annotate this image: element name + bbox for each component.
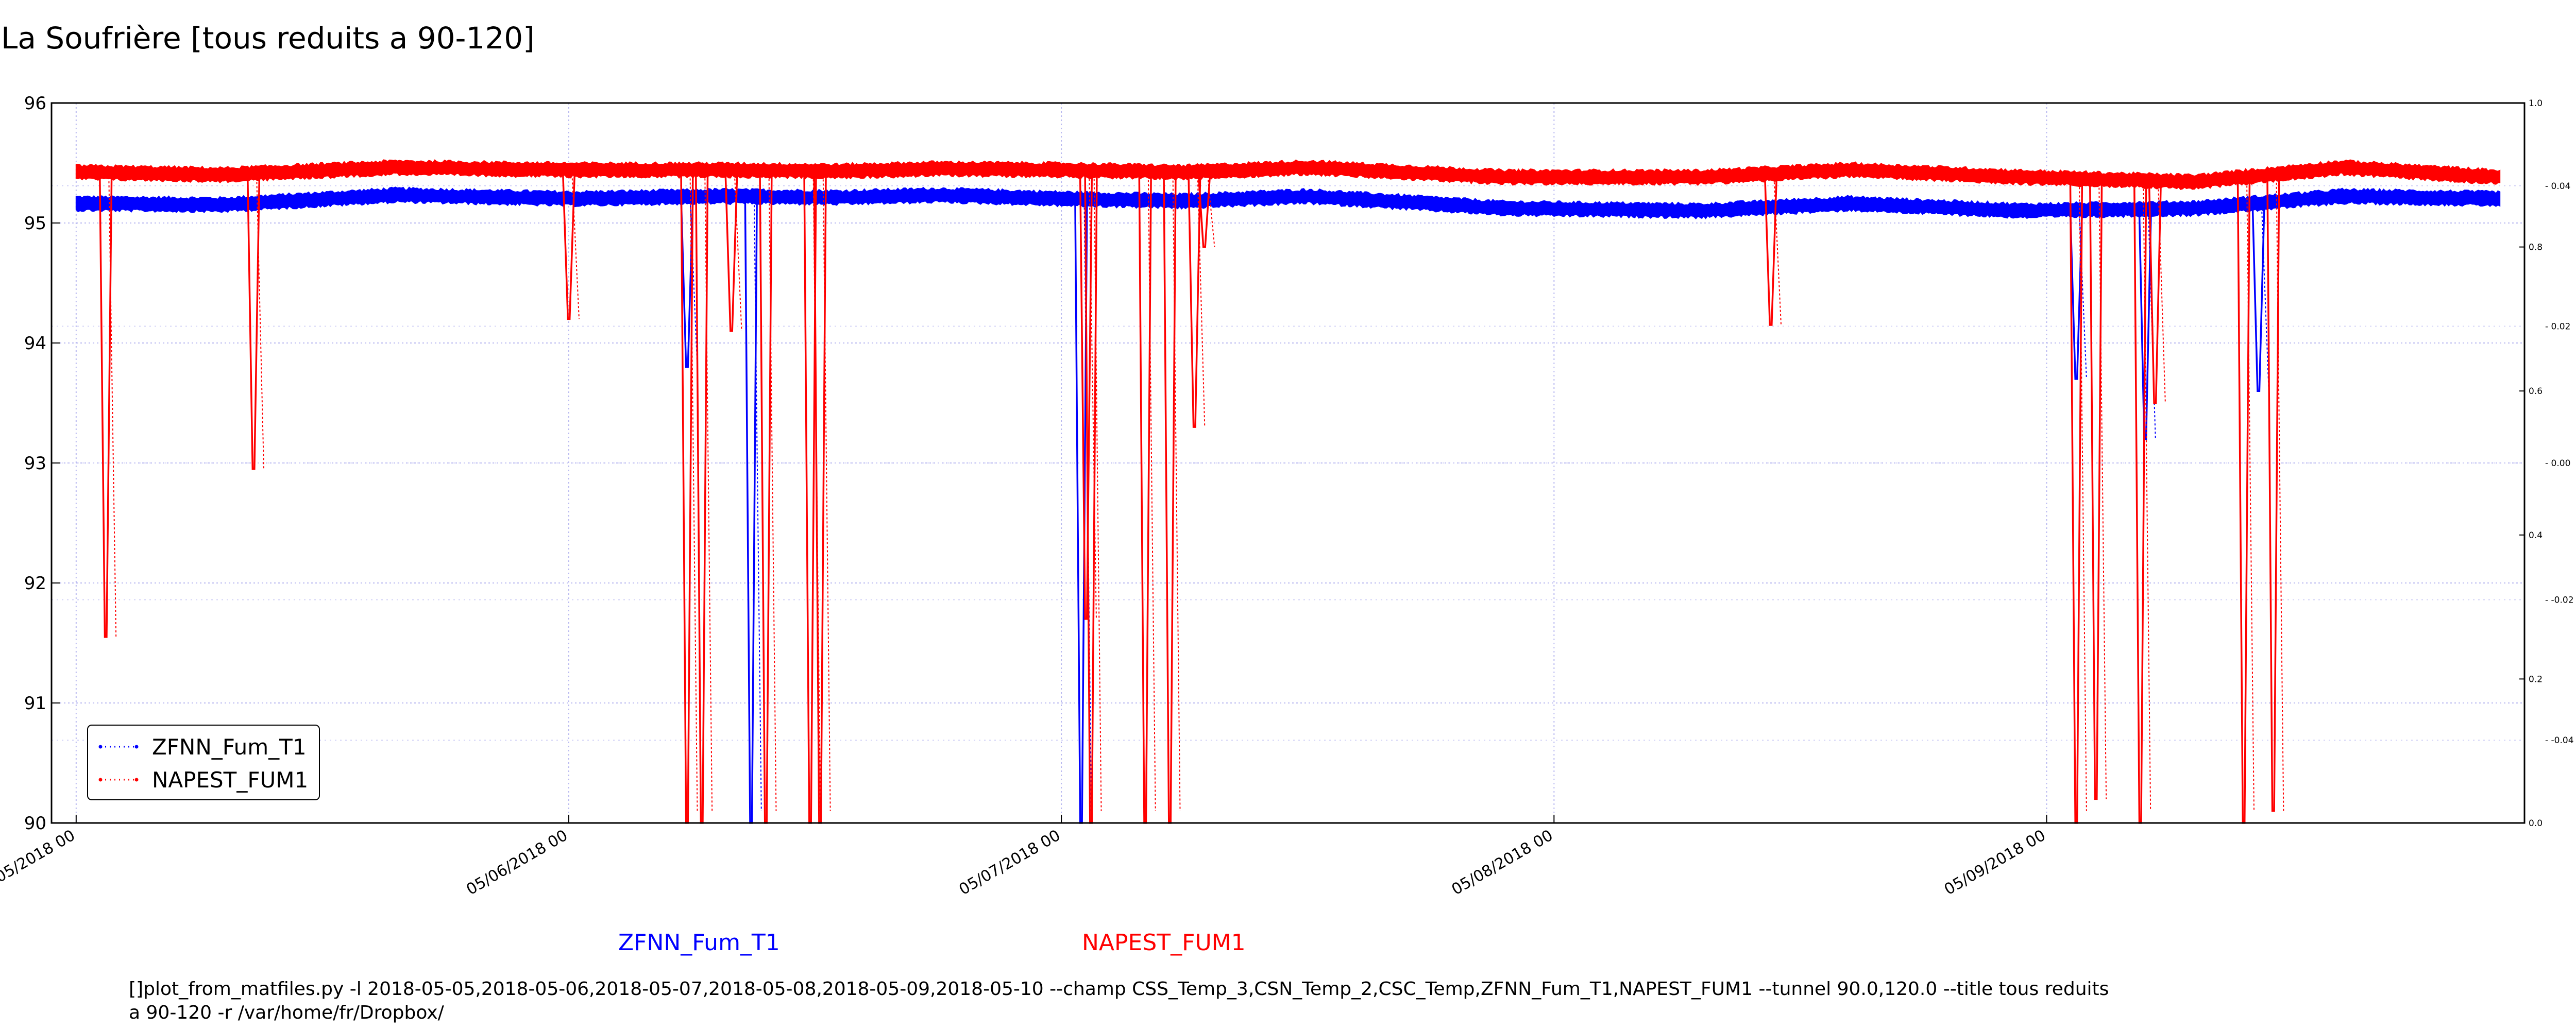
x-tick-label: 05/05/2018 00 xyxy=(0,827,78,899)
series-dip-napest-fum1 xyxy=(98,173,113,638)
series-dip-zfnn-fum-t1 xyxy=(2069,210,2083,380)
right-inner-tick-label: - -0.02 xyxy=(2545,595,2574,606)
right-tick-label: 0.2 xyxy=(2529,674,2543,684)
series-dip-napest-fum1 xyxy=(2089,179,2103,800)
y-tick-label: 94 xyxy=(24,333,46,354)
right-tick-label: 0.6 xyxy=(2529,386,2543,397)
series-dip-dots-napest-fum1 xyxy=(108,173,117,637)
series-dip-dots-napest-fum1 xyxy=(2276,174,2284,811)
series-dip-napest-fum1 xyxy=(2266,174,2280,812)
series-dip-zfnn-fum-t1 xyxy=(2138,209,2152,440)
series-dip-dots-napest-fum1 xyxy=(1172,172,1181,811)
series-dip-napest-fum1 xyxy=(1197,171,1211,248)
series-dip-zfnn-fum-t1 xyxy=(680,197,694,368)
chart-title: La Soufrière [tous reduits a 90-120] xyxy=(1,21,535,56)
series-dip-napest-fum1 xyxy=(1188,172,1201,428)
series-dip-zfnn-fum-t1 xyxy=(744,197,758,824)
y-tick-label: 91 xyxy=(24,693,46,714)
line-chart: 90 91 92 93 94 95 96 05/05/2018 00 05/06/2018 00… xyxy=(0,93,2574,899)
series-dip-dots-napest-fum1 xyxy=(2143,180,2151,811)
x-tick-label: 05/07/2018 00 xyxy=(956,827,1064,899)
right-tick-label: 0.8 xyxy=(2529,243,2543,253)
right-tick-label: 0.4 xyxy=(2529,530,2543,541)
series-dip-zfnn-fum-t1 xyxy=(2251,203,2265,392)
right-tick-label: 0.0 xyxy=(2529,818,2543,829)
series-layer xyxy=(75,159,2501,824)
right-inner-tick-label: - -0.04 xyxy=(2545,735,2574,746)
series-dip-dots-napest-fum1 xyxy=(812,171,821,811)
series-dip-dots-napest-fum1 xyxy=(2246,177,2255,811)
series-dip-napest-fum1 xyxy=(2236,177,2251,824)
legend-label: ZFNN_Fum_T1 xyxy=(152,734,307,760)
legend-box: ZFNN_Fum_T1 NAPEST_FUM1 xyxy=(87,725,320,800)
series-dip-dots-napest-fum1 xyxy=(2098,179,2107,799)
series-dip-dots-napest-fum1 xyxy=(1147,171,1156,811)
right-inner-tick-label: - 0.02 xyxy=(2545,321,2570,332)
series-dip-dots-napest-fum1 xyxy=(571,170,580,319)
y-tick-label: 90 xyxy=(24,813,46,834)
legend-label: NAPEST_FUM1 xyxy=(152,767,308,793)
x-tick-label: 05/08/2018 00 xyxy=(1449,827,1556,899)
series-dip-napest-fum1 xyxy=(2148,181,2162,404)
series-dip-napest-fum1 xyxy=(1138,171,1152,824)
x-tick-label: 05/09/2018 00 xyxy=(1941,827,2049,899)
series-dip-dots-napest-fum1 xyxy=(1773,174,1782,325)
series-band-zfnn-fum-t1 xyxy=(75,186,2501,219)
x-tick-label: 05/06/2018 00 xyxy=(463,827,571,899)
series-dip-dots-zfnn-fum-t1 xyxy=(753,197,762,811)
y-tick-label: 92 xyxy=(24,573,46,594)
series-dip-napest-fum1 xyxy=(759,170,773,824)
series-dip-dots-zfnn-fum-t1 xyxy=(2078,210,2087,379)
right-inner-tick-label: - 0.04 xyxy=(2545,181,2570,192)
series-dip-napest-fum1 xyxy=(1163,172,1177,824)
legend-marker xyxy=(98,778,103,782)
series-dip-dots-napest-fum1 xyxy=(1093,170,1102,811)
y-tick-label: 93 xyxy=(24,453,46,474)
series-dip-napest-fum1 xyxy=(1079,170,1093,620)
series-label-napest: NAPEST_FUM1 xyxy=(1082,930,1246,956)
right-inner-tick-label: - 0.00 xyxy=(2545,458,2570,469)
series-label-zfnn: ZFNN_Fum_T1 xyxy=(618,930,780,956)
command-line-text: []plot_from_matfiles.py -l 2018-05-05,20… xyxy=(129,978,2109,1023)
legend-marker xyxy=(98,745,103,749)
series-dip-napest-fum1 xyxy=(246,174,261,470)
series-dip-dots-napest-fum1 xyxy=(1197,172,1206,427)
legend-frame xyxy=(87,725,320,800)
legend-marker xyxy=(134,745,139,749)
y-tick-label: 96 xyxy=(24,93,46,114)
y-tick-label: 95 xyxy=(24,213,46,234)
series-dip-dots-napest-fum1 xyxy=(1088,170,1097,619)
right-tick-label: 1.0 xyxy=(2529,98,2543,109)
series-dip-napest-fum1 xyxy=(694,170,709,824)
legend-marker xyxy=(134,778,139,782)
series-dip-dots-zfnn-fum-t1 xyxy=(689,197,698,367)
series-dip-napest-fum1 xyxy=(562,170,576,320)
series-dip-napest-fum1 xyxy=(1764,174,1778,326)
series-dip-napest-fum1 xyxy=(724,170,738,332)
series-dip-dots-napest-fum1 xyxy=(822,171,831,811)
series-dip-dots-napest-fum1 xyxy=(1207,171,1215,247)
series-band-napest-fum1 xyxy=(75,159,2501,190)
